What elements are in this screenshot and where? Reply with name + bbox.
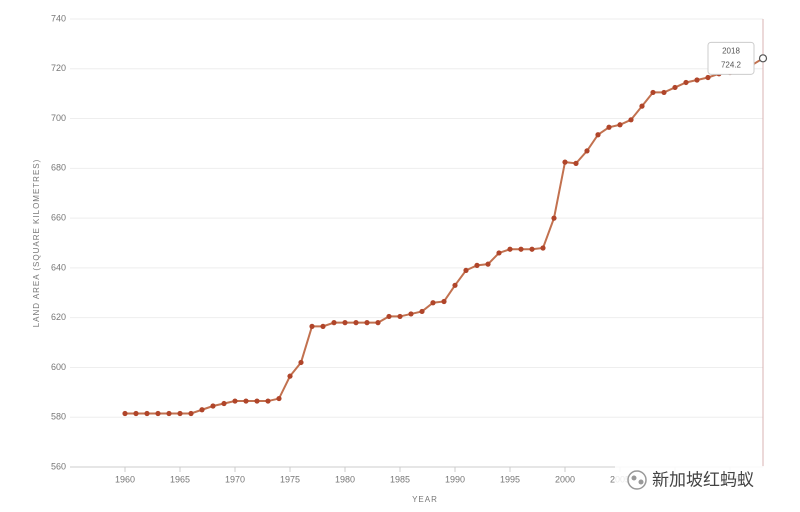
watermark: 新加坡红蚂蚁	[652, 470, 754, 489]
data-point	[474, 262, 480, 268]
x-tick-label: 2000	[555, 474, 575, 484]
data-point	[331, 320, 337, 326]
hover-point	[758, 54, 768, 63]
data-point	[320, 323, 326, 329]
data-point	[144, 410, 150, 417]
data-point	[210, 403, 216, 409]
data-point	[485, 261, 491, 267]
data-point	[232, 398, 238, 404]
data-point	[166, 410, 172, 417]
y-tick-label: 680	[51, 163, 66, 173]
data-point	[133, 410, 139, 417]
y-tick-label: 700	[51, 113, 66, 123]
y-tick-label: 620	[51, 312, 66, 322]
x-tick-label: 1960	[115, 474, 135, 484]
x-tick-label: 1985	[390, 474, 410, 484]
data-point	[221, 400, 227, 407]
data-point	[672, 84, 678, 91]
y-tick-label: 660	[51, 212, 66, 222]
y-axis-title: LAND AREA (SQUARE KILOMETRES)	[32, 159, 41, 328]
data-point	[496, 250, 502, 256]
watermark-icon-dot	[631, 475, 637, 481]
y-tick-label: 580	[51, 412, 66, 422]
data-point	[386, 313, 392, 320]
x-tick-label: 1975	[280, 474, 300, 484]
tooltip-box	[707, 41, 755, 75]
data-point	[188, 410, 194, 417]
data-point	[694, 77, 700, 83]
data-point	[584, 148, 590, 154]
x-tick-label: 1990	[445, 474, 465, 484]
x-axis-title: YEAR	[412, 495, 438, 504]
data-point	[375, 320, 381, 326]
data-point	[507, 246, 513, 252]
data-point	[650, 89, 656, 96]
data-point	[276, 395, 282, 402]
series-line	[125, 57, 764, 415]
x-tick-label: 1995	[500, 474, 520, 484]
data-point	[155, 410, 161, 417]
data-point	[408, 311, 414, 317]
data-point	[122, 410, 128, 417]
data-point	[342, 320, 348, 326]
data-point	[353, 320, 359, 326]
watermark-icon-dot	[638, 479, 644, 485]
data-point	[606, 124, 612, 130]
data-point	[551, 215, 557, 221]
data-point	[573, 160, 579, 166]
data-point	[705, 74, 711, 81]
data-point	[628, 117, 634, 123]
data-point	[639, 103, 645, 109]
data-point	[617, 122, 623, 128]
data-point	[595, 132, 601, 138]
data-point	[243, 398, 249, 404]
y-tick-label: 740	[51, 13, 66, 23]
y-tick-label: 600	[51, 362, 66, 372]
data-point	[661, 89, 667, 96]
data-point	[199, 407, 205, 413]
x-tick-label: 1965	[170, 474, 190, 484]
data-point	[463, 267, 469, 273]
y-tick-label: 640	[51, 262, 66, 272]
tooltip-value: 724.2	[721, 60, 742, 69]
y-tick-label: 720	[51, 63, 66, 73]
data-point	[265, 398, 271, 404]
data-point	[683, 79, 689, 86]
data-point	[529, 246, 535, 252]
x-tick-label: 1980	[335, 474, 355, 484]
data-point	[441, 298, 447, 305]
y-tick-label: 560	[51, 461, 66, 471]
x-tick-label: 1970	[225, 474, 245, 484]
data-point	[177, 410, 183, 417]
data-point	[540, 245, 546, 251]
data-point	[518, 246, 524, 252]
data-point	[430, 300, 436, 306]
data-point	[298, 359, 304, 366]
data-point	[397, 313, 403, 320]
data-point	[364, 320, 370, 326]
data-point	[419, 308, 425, 315]
data-point	[254, 398, 260, 404]
data-point	[309, 323, 315, 329]
data-point	[287, 373, 293, 379]
data-point	[562, 159, 568, 165]
tooltip-x: 2018	[722, 46, 740, 55]
watermark-icon	[627, 470, 647, 490]
data-point	[452, 282, 458, 288]
